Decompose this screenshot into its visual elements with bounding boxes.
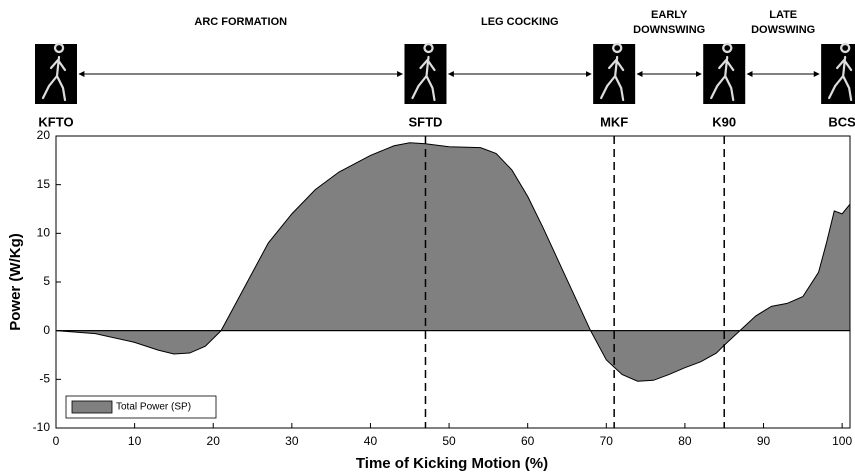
y-tick-label: -5 — [39, 372, 50, 386]
y-tick-label: 0 — [43, 323, 50, 337]
marker-label: KFTO — [38, 114, 73, 129]
icon-figure — [828, 42, 853, 102]
marker-label: K90 — [712, 114, 736, 129]
x-tick-label: 60 — [521, 434, 535, 448]
x-tick-label: 0 — [53, 434, 60, 448]
area — [55, 142, 851, 382]
icon-bg — [593, 44, 636, 104]
phase-label: LATE — [769, 9, 797, 21]
icon-bg — [404, 44, 447, 104]
x-tick-label: 20 — [207, 434, 221, 448]
phase-label: ARC FORMATION — [194, 16, 287, 28]
icon-figure — [41, 42, 67, 102]
phase-label: DOWSWING — [751, 24, 815, 36]
y-tick-label: 5 — [43, 274, 50, 288]
x-tick-label: 30 — [285, 434, 299, 448]
x-tick-label: 90 — [757, 434, 771, 448]
skeleton-icon — [593, 42, 636, 104]
y-tick-label: 20 — [37, 128, 51, 142]
marker-label: MKF — [600, 114, 628, 129]
icon-figure — [411, 42, 436, 102]
phase-label: LEG COCKING — [481, 16, 559, 28]
y-tick-label: 15 — [37, 177, 51, 191]
x-tick-label: 10 — [128, 434, 142, 448]
skeleton-icon — [703, 42, 746, 104]
x-tick-label: 80 — [678, 434, 692, 448]
plot-frame — [55, 135, 851, 429]
phase-label: EARLY — [651, 9, 688, 21]
skeleton-icon — [404, 42, 447, 104]
x-tick-label: 70 — [600, 434, 614, 448]
icon-figure — [710, 42, 735, 102]
icon-figure — [600, 42, 625, 102]
legend-swatch — [71, 400, 113, 414]
y-tick-label: 10 — [37, 226, 51, 240]
y-tick-label: -10 — [33, 420, 51, 434]
x-axis-label: Time of Kicking Motion (%) — [356, 455, 548, 472]
legend-label: Total Power (SP) — [116, 402, 191, 413]
skeleton-icon — [821, 42, 855, 104]
x-tick-label: 100 — [832, 434, 852, 448]
icon-bg — [703, 44, 746, 104]
skeleton-icon — [35, 42, 77, 104]
marker-label: SFTD — [409, 114, 443, 129]
x-tick-label: 50 — [442, 434, 456, 448]
y-axis-label: Power (W/Kg) — [7, 233, 24, 331]
marker-label: BCS — [828, 114, 855, 129]
x-tick-label: 40 — [364, 434, 378, 448]
icon-bg — [35, 44, 77, 104]
phase-label: DOWNSWING — [633, 24, 705, 36]
